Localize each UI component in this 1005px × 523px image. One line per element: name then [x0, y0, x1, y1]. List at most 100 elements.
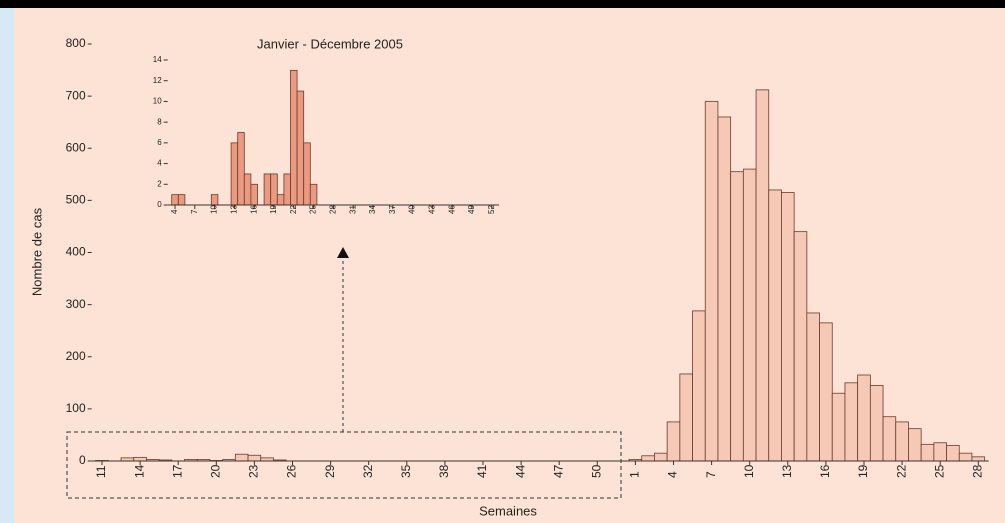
x-tick-label: 28: [329, 205, 338, 214]
bar: [290, 69, 298, 206]
bar: [303, 142, 311, 206]
bar: [908, 428, 922, 462]
arrow-head: [337, 247, 349, 258]
x-axis-label: Semaines: [479, 503, 537, 518]
x-tick-label: 35: [399, 464, 413, 478]
y-tick-label: 14: [153, 55, 162, 64]
bar: [250, 183, 258, 206]
x-tick-label: 52: [487, 205, 496, 214]
x-tick-label: 23: [247, 464, 261, 478]
bar: [793, 231, 808, 462]
y-axis-label: Nombre de cas: [29, 207, 44, 296]
bar: [641, 455, 655, 462]
x-tick-label: 19: [269, 205, 278, 214]
x-tick-label: 19: [856, 464, 870, 478]
bar: [237, 132, 245, 206]
y-tick-label: 0: [157, 200, 162, 209]
bar: [210, 194, 219, 206]
y-tick-label: 600: [66, 140, 86, 154]
bar: [247, 454, 262, 462]
bar: [806, 312, 820, 462]
x-tick-label: 20: [208, 464, 222, 478]
x-tick-label: 10: [210, 205, 219, 214]
x-tick-label: 14: [132, 464, 146, 478]
bar: [704, 100, 719, 462]
bar: [717, 116, 732, 462]
bar: [895, 421, 909, 462]
left-strip: [0, 8, 14, 523]
y-tick-label: 300: [66, 297, 86, 311]
y-tick-label: 4: [157, 159, 162, 168]
y-tick-label: 12: [153, 76, 162, 85]
x-tick-label: 49: [467, 205, 476, 214]
y-tick-label: 400: [66, 245, 86, 259]
bar: [679, 373, 693, 462]
bar: [946, 444, 960, 462]
bar: [296, 90, 305, 206]
x-tick-label: 17: [170, 464, 184, 478]
x-tick-label: 25: [309, 205, 318, 214]
y-tick-label: 6: [157, 138, 162, 147]
x-tick-label: 41: [475, 464, 489, 478]
bar: [755, 89, 770, 462]
x-tick-label: 50: [589, 464, 603, 478]
y-tick-label: 100: [66, 401, 86, 415]
y-tick-label: 2: [157, 179, 162, 188]
x-tick-label: 16: [249, 205, 258, 214]
x-tick-label: 44: [513, 464, 527, 478]
bar: [768, 189, 782, 462]
bar: [283, 173, 291, 206]
bar: [234, 453, 249, 462]
x-tick-label: 47: [551, 464, 565, 478]
bar: [177, 194, 186, 206]
x-tick-label: 37: [388, 205, 397, 214]
bar: [781, 192, 795, 462]
x-tick-label: 29: [323, 464, 337, 478]
y-tick-label: 800: [66, 36, 86, 50]
x-tick-label: 22: [289, 205, 298, 214]
y-tick-label: 10: [153, 97, 162, 106]
x-tick-label: 28: [970, 464, 984, 478]
x-tick-label: 25: [932, 464, 946, 478]
x-tick-label: 38: [437, 464, 451, 478]
bar: [920, 443, 935, 462]
x-tick-label: 46: [447, 205, 456, 214]
x-tick-label: 1: [628, 471, 642, 478]
bar: [270, 173, 278, 206]
x-tick-label: 13: [230, 205, 239, 214]
bar: [831, 392, 846, 462]
bar: [230, 142, 239, 206]
bar: [133, 456, 147, 462]
bar: [309, 183, 318, 206]
y-tick-label: 700: [66, 88, 86, 102]
bar: [263, 173, 272, 206]
x-tick-label: 40: [408, 205, 417, 214]
bar: [692, 310, 706, 462]
x-tick-label: 4: [666, 471, 680, 478]
bar: [844, 382, 859, 462]
x-tick-label: 4: [170, 209, 179, 214]
y-tick-label: 0: [79, 453, 86, 467]
bar: [971, 456, 986, 462]
x-tick-label: 16: [818, 464, 832, 478]
bar: [276, 194, 285, 206]
x-tick-label: 11: [94, 465, 108, 478]
bar: [869, 385, 884, 462]
x-tick-label: 13: [780, 464, 794, 478]
x-tick-label: 43: [428, 205, 437, 214]
y-tick-label: 200: [66, 349, 86, 363]
bar: [654, 452, 668, 462]
bar: [171, 194, 179, 206]
bar: [742, 168, 757, 462]
bar: [730, 171, 744, 462]
x-tick-label: 22: [894, 464, 908, 478]
bar: [666, 421, 681, 462]
x-tick-label: 7: [190, 209, 199, 214]
bar: [819, 322, 833, 462]
x-tick-label: 10: [742, 464, 756, 478]
x-tick-label: 32: [361, 464, 375, 478]
bar: [243, 173, 252, 206]
top-border: [0, 0, 1005, 8]
x-tick-label: 7: [704, 471, 718, 478]
